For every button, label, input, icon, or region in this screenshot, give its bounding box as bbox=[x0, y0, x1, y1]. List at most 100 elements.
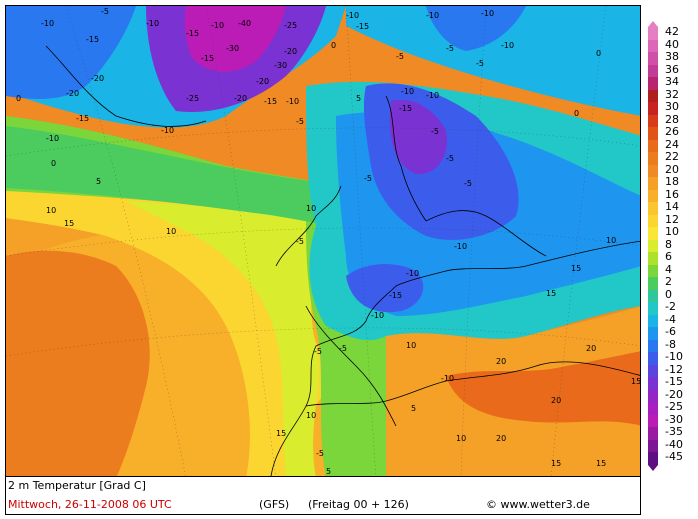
legend-level: 14 bbox=[645, 200, 698, 216]
legend-level: 26 bbox=[645, 125, 698, 141]
legend-level: -4 bbox=[645, 312, 698, 328]
svg-text:0: 0 bbox=[51, 159, 56, 168]
svg-text:5: 5 bbox=[326, 467, 331, 476]
legend-level: -30 bbox=[645, 412, 698, 428]
legend-level: 40 bbox=[645, 38, 698, 53]
legend-label: 38 bbox=[665, 50, 679, 64]
graticule bbox=[6, 6, 640, 476]
legend-swatch bbox=[648, 102, 658, 116]
legend-level: 34 bbox=[645, 75, 698, 91]
legend-level: 28 bbox=[645, 112, 698, 128]
svg-text:-15: -15 bbox=[186, 29, 199, 38]
legend-swatch bbox=[648, 264, 658, 278]
legend-level: 0 bbox=[645, 288, 698, 303]
svg-text:5: 5 bbox=[96, 177, 101, 186]
legend-swatch bbox=[648, 89, 658, 103]
legend-label: 14 bbox=[665, 200, 679, 214]
legend-label: -30 bbox=[665, 412, 683, 426]
svg-text:10: 10 bbox=[606, 236, 616, 245]
svg-text:0: 0 bbox=[331, 41, 336, 50]
legend-level: 32 bbox=[645, 87, 698, 103]
legend-swatch bbox=[648, 227, 658, 241]
legend-swatch bbox=[648, 177, 658, 191]
svg-text:-10: -10 bbox=[501, 41, 514, 50]
legend-swatch bbox=[648, 402, 658, 416]
legend-bottom-arrow-icon bbox=[648, 465, 658, 471]
legend-swatch bbox=[648, 452, 658, 466]
legend-level: -6 bbox=[645, 325, 698, 341]
legend-level: 4 bbox=[645, 263, 698, 278]
legend-swatch bbox=[648, 289, 658, 303]
svg-text:10: 10 bbox=[306, 411, 316, 420]
legend-label: 22 bbox=[665, 150, 679, 164]
svg-text:15: 15 bbox=[546, 289, 556, 298]
legend-level: 18 bbox=[645, 175, 698, 191]
legend-level: 36 bbox=[645, 62, 698, 78]
legend-label: 30 bbox=[665, 100, 679, 114]
map-title: 2 m Temperatur [Grad C] bbox=[8, 479, 146, 492]
svg-text:5: 5 bbox=[411, 404, 416, 413]
legend-level: -12 bbox=[645, 363, 698, 378]
svg-text:-15: -15 bbox=[86, 35, 99, 44]
legend-level: 10 bbox=[645, 225, 698, 241]
svg-text:-10: -10 bbox=[46, 134, 59, 143]
legend-swatch bbox=[648, 414, 658, 428]
legend-label: -2 bbox=[665, 300, 676, 314]
svg-text:-40: -40 bbox=[238, 19, 251, 28]
isotherm-labels: -10 -5 -15 -20 -20 0 -15 -10 0 5 10 15 1… bbox=[16, 7, 641, 476]
legend-level: -20 bbox=[645, 388, 698, 403]
legend-swatch bbox=[648, 202, 658, 216]
svg-text:-30: -30 bbox=[274, 61, 287, 70]
svg-text:-10: -10 bbox=[371, 311, 384, 320]
svg-text:-20: -20 bbox=[91, 74, 104, 83]
map-date: Mittwoch, 26-11-2008 06 UTC bbox=[8, 498, 172, 511]
legend-level: 22 bbox=[645, 150, 698, 166]
legend-level: 38 bbox=[645, 50, 698, 66]
svg-text:-10: -10 bbox=[146, 19, 159, 28]
svg-text:10: 10 bbox=[46, 206, 56, 215]
svg-text:-5: -5 bbox=[296, 117, 304, 126]
legend-label: 8 bbox=[665, 237, 672, 251]
svg-text:-5: -5 bbox=[431, 127, 439, 136]
legend-label: 26 bbox=[665, 125, 679, 139]
legend-label: 32 bbox=[665, 87, 679, 101]
legend-swatch bbox=[648, 52, 658, 66]
forecast-time: (Freitag 00 + 126) bbox=[308, 498, 409, 511]
svg-text:-10: -10 bbox=[211, 21, 224, 30]
legend-label: -25 bbox=[665, 400, 683, 414]
band-8 bbox=[126, 201, 319, 476]
legend-swatch bbox=[648, 339, 658, 353]
legend-swatch bbox=[648, 377, 658, 391]
legend-swatch bbox=[648, 139, 658, 153]
model-name: (GFS) bbox=[259, 498, 290, 511]
legend-label: 10 bbox=[665, 225, 679, 239]
legend-label: 36 bbox=[665, 62, 679, 76]
svg-text:-5: -5 bbox=[446, 154, 454, 163]
legend-label: 16 bbox=[665, 187, 679, 201]
svg-text:20: 20 bbox=[586, 344, 596, 353]
legend-level: -15 bbox=[645, 375, 698, 391]
legend-label: -15 bbox=[665, 375, 683, 389]
legend-label: 42 bbox=[665, 25, 679, 38]
legend-label: -8 bbox=[665, 337, 676, 351]
svg-text:-10: -10 bbox=[454, 242, 467, 251]
svg-text:-5: -5 bbox=[464, 179, 472, 188]
legend-label: 28 bbox=[665, 112, 679, 126]
svg-text:-20: -20 bbox=[284, 47, 297, 56]
legend-level: 16 bbox=[645, 187, 698, 203]
svg-text:-5: -5 bbox=[476, 59, 484, 68]
svg-text:-20: -20 bbox=[256, 77, 269, 86]
legend-level: 30 bbox=[645, 100, 698, 116]
svg-text:15: 15 bbox=[276, 429, 286, 438]
svg-text:20: 20 bbox=[551, 396, 561, 405]
svg-text:-15: -15 bbox=[76, 114, 89, 123]
svg-text:-15: -15 bbox=[264, 97, 277, 106]
legend-swatch bbox=[648, 164, 658, 178]
svg-text:15: 15 bbox=[631, 377, 641, 386]
legend-label: 24 bbox=[665, 137, 679, 151]
coastlines bbox=[45, 45, 640, 476]
temperature-map: -10 -5 -15 -20 -20 0 -15 -10 0 5 10 15 1… bbox=[5, 5, 641, 477]
africa-hot bbox=[446, 351, 640, 426]
svg-text:-15: -15 bbox=[389, 291, 402, 300]
legend-label: -4 bbox=[665, 312, 676, 326]
